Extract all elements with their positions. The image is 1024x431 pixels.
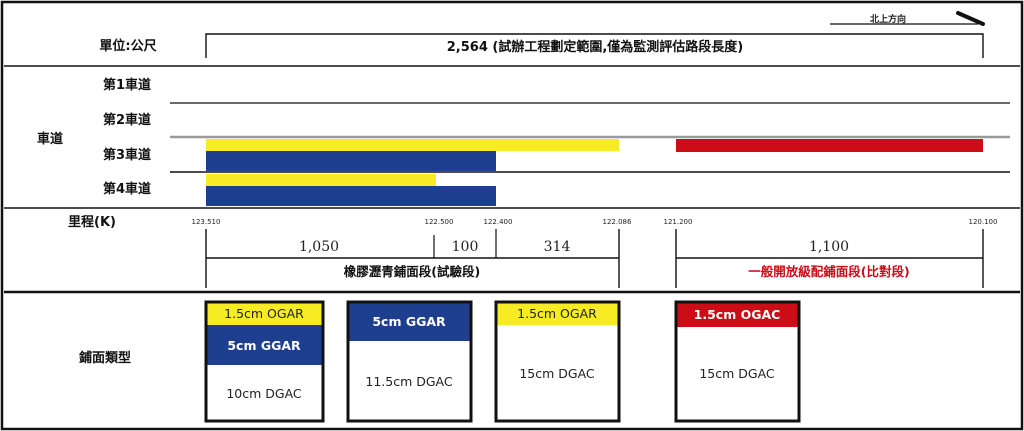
tick-label-3: 122.400 — [484, 218, 513, 226]
pavement-card-4: 1.5cm OGAC 15cm DGAC — [674, 300, 801, 423]
card-3-layer-1-text: 1.5cm OGAR — [517, 306, 597, 321]
pavement-card-1: 1.5cm OGAR 5cm GGAR 10cm DGAC — [204, 300, 325, 423]
segment-length-3: 314 — [544, 239, 571, 255]
lane-4-ogar-bar — [206, 174, 436, 186]
pavement-card-3: 1.5cm OGAR 15cm DGAC — [494, 300, 621, 423]
segment-length-2: 100 — [452, 239, 479, 255]
lane-1-label: 第1車道 — [103, 77, 151, 93]
card-4-ogac-layer — [676, 302, 799, 327]
test-section-label: 橡膠瀝青鋪面段(試驗段) — [344, 264, 480, 279]
card-1-layer-2-text: 5cm GGAR — [227, 338, 301, 353]
card-2-dgac-layer — [348, 341, 471, 421]
unit-label: 單位:公尺 — [99, 38, 156, 54]
card-1-layer-1-text: 1.5cm OGAR — [224, 306, 304, 321]
card-2-ggar-layer — [348, 302, 471, 341]
card-1-dgac-layer — [206, 365, 323, 421]
card-1-ogar-layer — [206, 302, 323, 325]
card-4-border — [674, 300, 801, 423]
segment-length-1: 1,050 — [299, 239, 339, 255]
tick-label-5: 121.200 — [664, 218, 693, 226]
lane-3-ogac-bar — [676, 139, 983, 152]
card-1-ggar-layer — [206, 325, 323, 365]
lane-4-ggar-bar — [206, 186, 496, 206]
pavement-card-2: 5cm GGAR 11.5cm DGAC — [346, 300, 473, 423]
lane-3-label: 第3車道 — [103, 147, 151, 163]
segment-length-4: 1,100 — [809, 239, 849, 255]
tick-label-1: 123.510 — [192, 218, 221, 226]
card-2-layer-2-text: 11.5cm DGAC — [365, 374, 452, 389]
compare-section-label: 一般開放級配鋪面段(比對段) — [748, 264, 909, 279]
card-3-border — [494, 300, 621, 423]
tick-label-4: 122.086 — [603, 218, 632, 226]
lane-2-label: 第2車道 — [103, 112, 151, 128]
tick-label-6: 120.100 — [969, 218, 998, 226]
total-length-bracket — [205, 33, 984, 58]
card-2-border — [346, 300, 473, 423]
tick-label-2: 122.500 — [425, 218, 454, 226]
card-1-border — [204, 300, 325, 423]
lanes-group-label: 車道 — [37, 131, 63, 147]
card-3-ogar-layer — [496, 302, 619, 325]
lane-4-label: 第4車道 — [103, 181, 151, 197]
card-1-layer-3-text: 10cm DGAC — [226, 386, 302, 401]
pavement-type-label: 鋪面類型 — [79, 350, 131, 366]
card-3-dgac-layer — [496, 325, 619, 421]
card-4-dgac-layer — [676, 327, 799, 421]
lane-3-ogar-bar — [206, 139, 619, 151]
mileage-label: 里程(K) — [68, 215, 116, 230]
total-length-label: 2,564 (試辦工程劃定範圍,僅為監測評估路段長度) — [447, 39, 743, 55]
north-arrow-icon — [956, 11, 985, 26]
card-2-layer-1-text: 5cm GGAR — [372, 314, 446, 329]
card-4-layer-1-text: 1.5cm OGAC — [694, 307, 781, 322]
lane-3-ggar-bar — [206, 151, 496, 171]
card-4-layer-2-text: 15cm DGAC — [699, 366, 775, 381]
card-3-layer-2-text: 15cm DGAC — [519, 366, 595, 381]
direction-label: 北上方向 — [870, 13, 906, 25]
